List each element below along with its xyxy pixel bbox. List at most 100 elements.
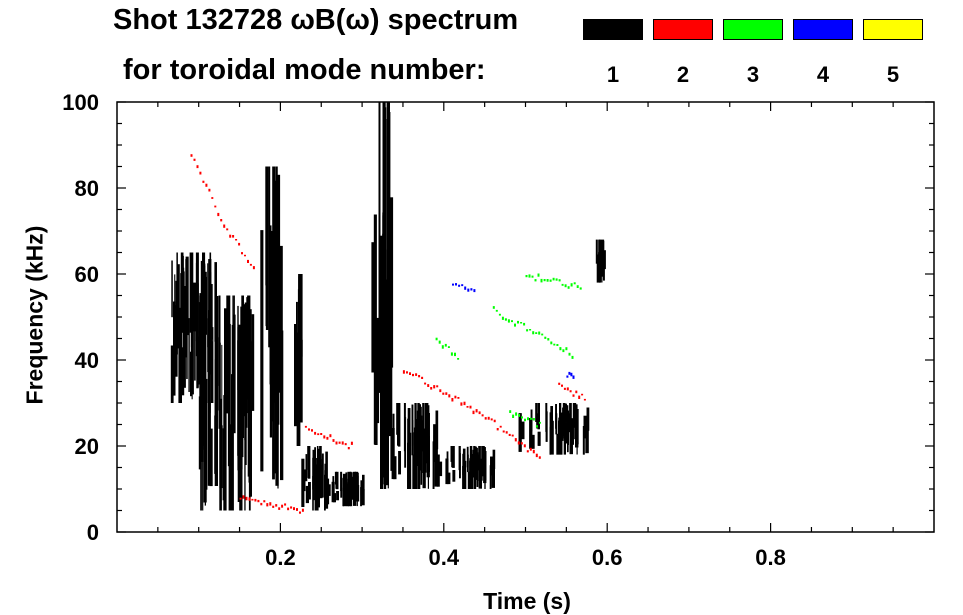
mode-2-mark [338, 441, 341, 444]
mode-3-mark [558, 279, 561, 282]
mode-1-mark [204, 378, 208, 490]
mode-1-mark [238, 324, 241, 473]
mode-2-mark [578, 395, 581, 399]
mode-3-mark [562, 349, 565, 353]
mode-1-mark [297, 289, 301, 385]
mode-1-mark [201, 373, 205, 446]
mode-1-mark [389, 197, 394, 368]
mode-1-mark [188, 318, 190, 392]
mode-1-mark [354, 471, 357, 486]
mode-1-mark [478, 446, 481, 468]
mode-1-mark [562, 403, 565, 433]
mode-3-mark [552, 277, 555, 281]
x-tick-label: 0.8 [755, 545, 786, 570]
mode-1-mark [362, 474, 365, 491]
mode-2-mark [199, 171, 202, 175]
mode-1-mark [185, 256, 189, 336]
mode-3-mark [559, 347, 562, 351]
mode-3-mark [540, 278, 543, 283]
mode-1-mark [190, 351, 193, 397]
mode-1-mark [418, 445, 421, 489]
mode-1-mark [299, 274, 303, 357]
mode-1-mark [260, 230, 264, 472]
mode-2-mark [502, 430, 505, 433]
mode-1-mark [535, 403, 538, 422]
mode-1-mark [277, 365, 279, 489]
mode-2-mark [332, 439, 335, 442]
mode-3-mark [441, 345, 444, 349]
mode-1-mark [371, 242, 375, 373]
mode-1-mark [387, 161, 390, 363]
mode-2-mark [205, 183, 208, 187]
mode-2-mark [409, 372, 411, 375]
mode-1-mark [244, 387, 246, 511]
y-tick-label: 0 [87, 520, 99, 545]
mode-2-mark [517, 441, 520, 445]
mode-1-mark [556, 433, 560, 455]
mode-2-mark [412, 373, 414, 377]
mode-1-mark [265, 166, 269, 330]
mode-swatch-1 [583, 19, 643, 40]
mode-1-mark [392, 413, 395, 450]
mode-1-mark [268, 166, 271, 348]
mode-2-mark [415, 373, 418, 376]
mode-1-mark [305, 454, 308, 482]
mode-2-mark [538, 456, 541, 459]
mode-1-mark [196, 283, 199, 388]
mode-1-mark [354, 471, 359, 489]
mode-2-mark [532, 449, 535, 454]
mode-3-mark [564, 284, 567, 288]
mode-1-mark [202, 442, 204, 511]
mode-1-mark [470, 465, 473, 480]
mode-2-mark [466, 406, 469, 408]
mode-1-mark [318, 448, 320, 492]
mode-1-mark [326, 478, 330, 505]
mode-3-mark [520, 322, 523, 324]
mode-2-mark [484, 417, 487, 420]
mode-1-mark [240, 359, 243, 470]
mode-swatch-5 [863, 19, 923, 40]
mode-1-mark [382, 233, 385, 365]
mode-1-mark [173, 303, 175, 376]
mode-2-mark [196, 165, 199, 169]
mode-1-mark [228, 295, 231, 407]
mode-1-mark [319, 446, 322, 478]
mode-3-mark [561, 283, 564, 286]
mode-1-mark [414, 434, 418, 489]
mode-2-mark [208, 188, 211, 192]
mode-3-mark [553, 343, 556, 346]
mode-1-mark [223, 395, 225, 511]
mode-3-mark [444, 343, 447, 347]
mode-2-mark [251, 498, 254, 501]
mode-swatch-2 [653, 19, 713, 40]
mode-1-mark [467, 471, 471, 489]
mode-1-mark [204, 333, 207, 416]
mode-1-mark [537, 431, 541, 446]
mode-2-mark [344, 443, 347, 446]
mode-2-mark [217, 212, 220, 217]
mode-1-mark [186, 303, 188, 379]
mode-1-mark [585, 429, 589, 454]
mode-2-mark [448, 394, 451, 398]
mode-2-mark [575, 390, 578, 394]
mode-1-mark [438, 461, 443, 477]
mode-1-mark [228, 424, 232, 511]
mode-1-mark [536, 413, 539, 429]
mode-3-mark [507, 319, 510, 323]
mode-4-mark [461, 284, 464, 287]
mode-2-mark [454, 395, 457, 399]
mode-2-mark [214, 205, 217, 208]
mode-2-mark [523, 444, 526, 448]
mode-2-mark [430, 387, 433, 390]
mode-3-mark [546, 279, 549, 282]
mode-1-mark [550, 425, 553, 447]
mode-3-mark [528, 274, 531, 278]
mode-1-mark [407, 418, 410, 462]
mode-2-mark [266, 503, 269, 507]
mode-1-mark [272, 314, 275, 421]
mode-1-mark [233, 314, 236, 434]
mode-1-mark [207, 358, 211, 486]
mode-1-mark [473, 453, 475, 467]
mode-1-mark [436, 454, 440, 487]
mode-3-mark [517, 320, 519, 324]
